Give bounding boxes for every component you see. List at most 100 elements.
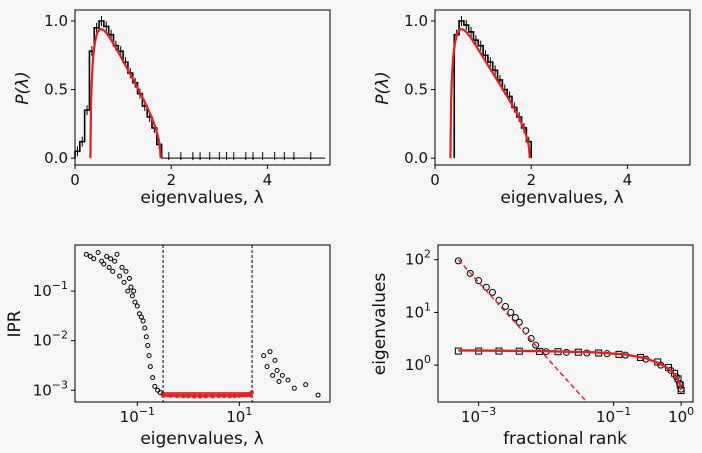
circle-marker	[667, 366, 675, 374]
bulk-point	[227, 393, 232, 399]
outlier-point	[315, 392, 321, 398]
outlier-point	[132, 299, 138, 305]
ytick-label: 0.0	[404, 149, 428, 167]
bulk-point	[186, 393, 191, 399]
ytick-label: 10−3	[33, 378, 68, 399]
panel-top-left: eigenvalues, λ P(λ) 0 2 4 0.0 0.5 1.0	[13, 9, 331, 208]
bulk-point	[191, 394, 197, 399]
xtick-label: 10−3	[461, 405, 496, 426]
outlier-point	[279, 372, 285, 378]
circle-marker	[532, 341, 540, 349]
outlier-point	[267, 349, 273, 355]
ytick-label: 10−2	[33, 329, 68, 350]
circle-marker	[488, 288, 496, 296]
circle-marker	[511, 314, 519, 322]
bulk-point	[237, 393, 242, 398]
circle-marker	[466, 269, 474, 277]
outlier-point	[106, 264, 112, 270]
outlier-point	[155, 387, 161, 393]
outlier-point	[119, 264, 125, 270]
xtick-label: 101	[226, 405, 252, 426]
bulk-point	[216, 393, 222, 399]
outlier-point	[91, 256, 97, 262]
circle-marker	[501, 302, 509, 310]
circle-marker	[475, 277, 483, 285]
panel-top-right: eigenvalues, λ P(λ) 0 2 4 0.0 0.5 1.0	[373, 9, 691, 208]
outlier-point	[87, 253, 93, 259]
xtick-label: 2	[526, 171, 536, 189]
plot-area-bottom-right	[454, 257, 685, 403]
outlier-point	[264, 364, 270, 370]
outlier-point	[142, 325, 148, 331]
ytick-label: 1.0	[404, 12, 428, 30]
panel-bottom-right: fractional rank eigenvalues 10−3 10−1 100 1…	[370, 244, 694, 449]
outlier-point	[272, 357, 278, 363]
ytick-label: 100	[405, 353, 431, 374]
ytick-label: 10−1	[33, 279, 68, 300]
outlier-point	[121, 279, 127, 285]
axes-frame-top-right	[434, 9, 691, 166]
outlier-point	[110, 268, 116, 274]
ytick-label: 0.0	[44, 149, 68, 167]
ylabel-bottom-right: eigenvalues	[370, 273, 390, 376]
outlier-point	[117, 273, 123, 279]
panel-bottom-left: eigenvalues, λ IPR 10−1 101 10−3 10−2 10−1	[5, 244, 331, 449]
bulk-point	[174, 393, 180, 399]
outlier-point	[274, 368, 280, 374]
outlier-point	[114, 251, 120, 257]
circle-marker	[507, 308, 515, 316]
outlier-point	[270, 372, 276, 378]
outlier-point	[128, 284, 134, 290]
xtick-label: 100	[668, 405, 694, 426]
circle-marker	[482, 283, 490, 291]
outlier-point	[101, 261, 107, 267]
circle-marker	[515, 318, 523, 326]
ticks-top-right: 0 2 4 0.0 0.5 1.0	[404, 12, 632, 189]
outlier-point	[95, 250, 101, 256]
histogram-outline	[74, 20, 163, 159]
ticks-top-left: 0 2 4 0.0 0.5 1.0	[44, 12, 272, 189]
bulk-point	[232, 393, 237, 399]
xtick-label: 4	[623, 171, 633, 189]
bulk-point	[197, 394, 203, 399]
ytick-label: 101	[405, 300, 431, 321]
xtick-label: 10−1	[120, 405, 155, 426]
xtick-label: 10−1	[596, 405, 631, 426]
plot-area-top-left	[74, 15, 326, 161]
circle-marker	[672, 373, 680, 381]
outlier-point	[125, 288, 131, 294]
outlier-point	[83, 251, 89, 257]
xlabel-top-right: eigenvalues, λ	[500, 188, 623, 208]
outlier-point	[261, 353, 267, 359]
outlier-point	[138, 314, 144, 320]
ytick-label: 102	[405, 248, 431, 269]
bulk-point	[221, 393, 227, 399]
ytick-label: 1.0	[44, 12, 68, 30]
circle-marker	[495, 296, 503, 304]
bulk-point	[249, 390, 254, 395]
xtick-label: 0	[70, 171, 80, 189]
outlier-point	[285, 377, 291, 383]
circle-marker	[454, 257, 462, 265]
bulk-point	[168, 393, 173, 398]
plot-area-bottom-left	[83, 245, 321, 402]
bulk-point	[203, 393, 208, 399]
xlabel-bottom-right: fractional rank	[503, 429, 627, 449]
outlier-point	[146, 353, 152, 359]
outlier-point	[112, 258, 118, 264]
fit-curve	[449, 28, 531, 159]
plot-area-top-right	[449, 15, 533, 159]
outlier-point	[131, 288, 137, 294]
outlier-point	[303, 382, 309, 388]
outlier-point	[157, 390, 163, 396]
ytick-label: 0.5	[404, 81, 428, 99]
outlier-point	[123, 268, 129, 274]
outlier-point	[150, 375, 156, 381]
bulk-fit-line	[458, 349, 683, 391]
circle-marker	[527, 335, 535, 343]
ylabel-top-left: P(λ)	[13, 71, 33, 105]
outlier-point	[291, 385, 297, 391]
bulk-point	[210, 393, 215, 399]
outlier-point	[147, 364, 153, 370]
